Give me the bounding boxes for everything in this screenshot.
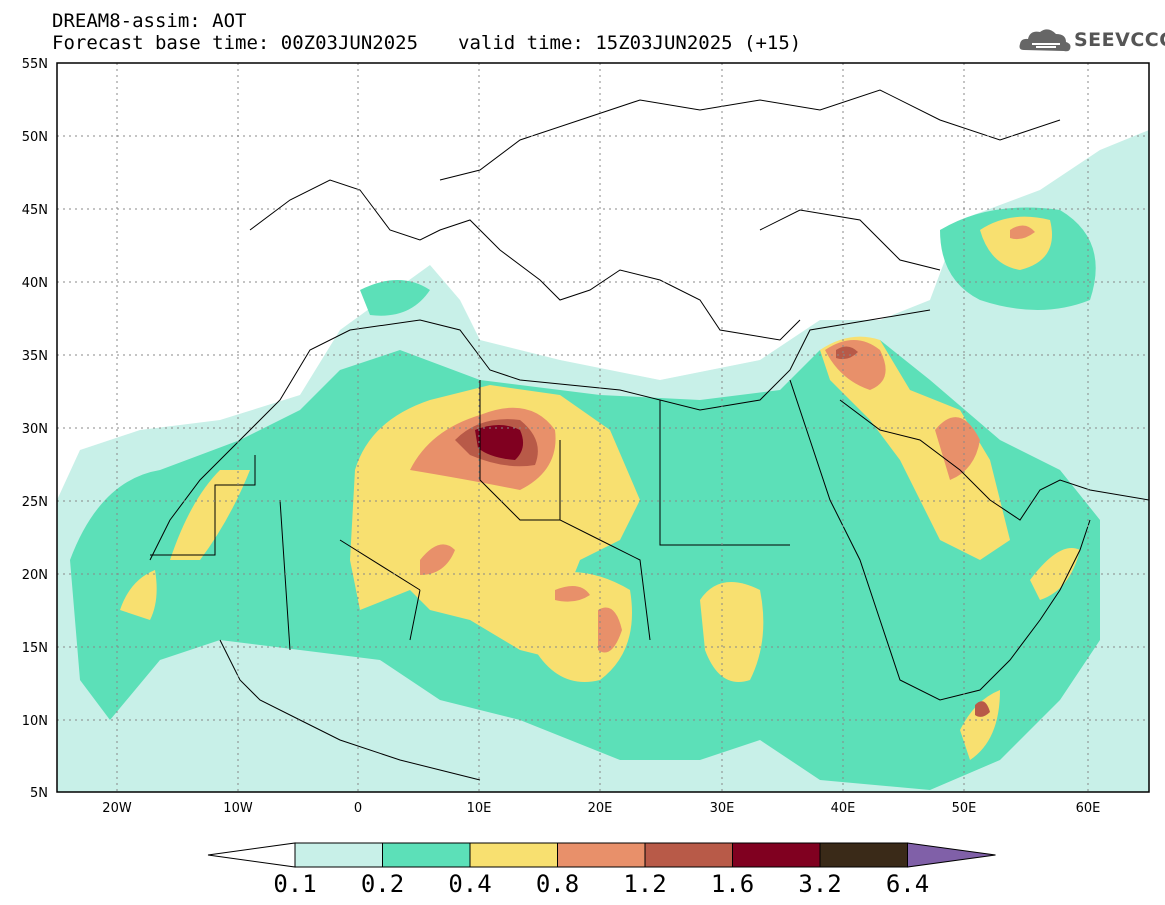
- y-tick-label: 20N: [22, 568, 48, 583]
- colorbar-segment: [644, 842, 733, 868]
- colorbar-segment: [469, 842, 558, 868]
- logo-text: SEEVCCC: [1074, 29, 1165, 51]
- colorbar-level-label: 6.4: [885, 870, 930, 898]
- colorbar-under-arrow: [207, 842, 296, 868]
- y-tick-label: 30N: [22, 422, 48, 437]
- y-tick-label: 45N: [22, 203, 48, 218]
- y-tick-label: 50N: [22, 130, 48, 145]
- valid-time: valid time: 15Z03JUN2025 (+15): [458, 32, 802, 54]
- colorbar-segment: [382, 842, 471, 868]
- colorbar-over-arrow: [907, 842, 996, 868]
- colorbar-level-label: 1.2: [623, 870, 667, 898]
- x-tick-label: 10W: [223, 801, 253, 816]
- y-tick-label: 55N: [22, 57, 48, 72]
- x-tick-label: 20E: [588, 801, 613, 816]
- coastlines: [149, 89, 1149, 781]
- x-tick-label: 20W: [102, 801, 132, 816]
- colorbar-level-label: 0.1: [273, 870, 317, 898]
- colorbar-segment: [732, 842, 821, 868]
- y-tick-label: 10N: [22, 714, 48, 729]
- y-tick-labels: 55N 50N 45N 40N 35N 30N 25N 20N 15N 10N …: [22, 57, 48, 801]
- y-tick-label: 40N: [22, 276, 48, 291]
- aot-contours: [57, 63, 1149, 792]
- x-tick-labels: 20W 10W 0 10E 20E 30E 40E 50E 60E: [102, 801, 1100, 816]
- colorbar: [207, 842, 996, 868]
- colorbar-segment: [819, 842, 908, 868]
- map-title: DREAM8-assim: AOT: [52, 10, 247, 32]
- colorbar-level-label: 0.8: [535, 870, 580, 898]
- y-tick-label: 5N: [30, 786, 48, 801]
- y-tick-label: 25N: [22, 495, 48, 510]
- colorbar-level-label: 1.6: [710, 870, 755, 898]
- x-tick-label: 40E: [831, 801, 856, 816]
- x-tick-label: 10E: [467, 801, 492, 816]
- cloud-icon: [1019, 29, 1071, 52]
- map-subtitle: Forecast base time: 00Z03JUN2025 valid ti…: [52, 32, 801, 54]
- base-time: Forecast base time: 00Z03JUN2025: [52, 32, 419, 54]
- y-tick-label: 15N: [22, 641, 48, 656]
- map-frame: [56, 62, 1150, 793]
- colorbar-level-label: 3.2: [798, 870, 842, 898]
- colorbar-level-label: 0.4: [448, 870, 492, 898]
- y-tick-label: 35N: [22, 349, 48, 364]
- x-tick-label: 30E: [710, 801, 735, 816]
- colorbar-segment: [557, 842, 646, 868]
- x-tick-label: 60E: [1076, 801, 1101, 816]
- grid: [57, 63, 1149, 792]
- colorbar-level-label: 0.2: [360, 870, 405, 898]
- x-tick-label: 0: [354, 801, 362, 816]
- x-tick-label: 50E: [952, 801, 977, 816]
- colorbar-segment: [294, 842, 383, 868]
